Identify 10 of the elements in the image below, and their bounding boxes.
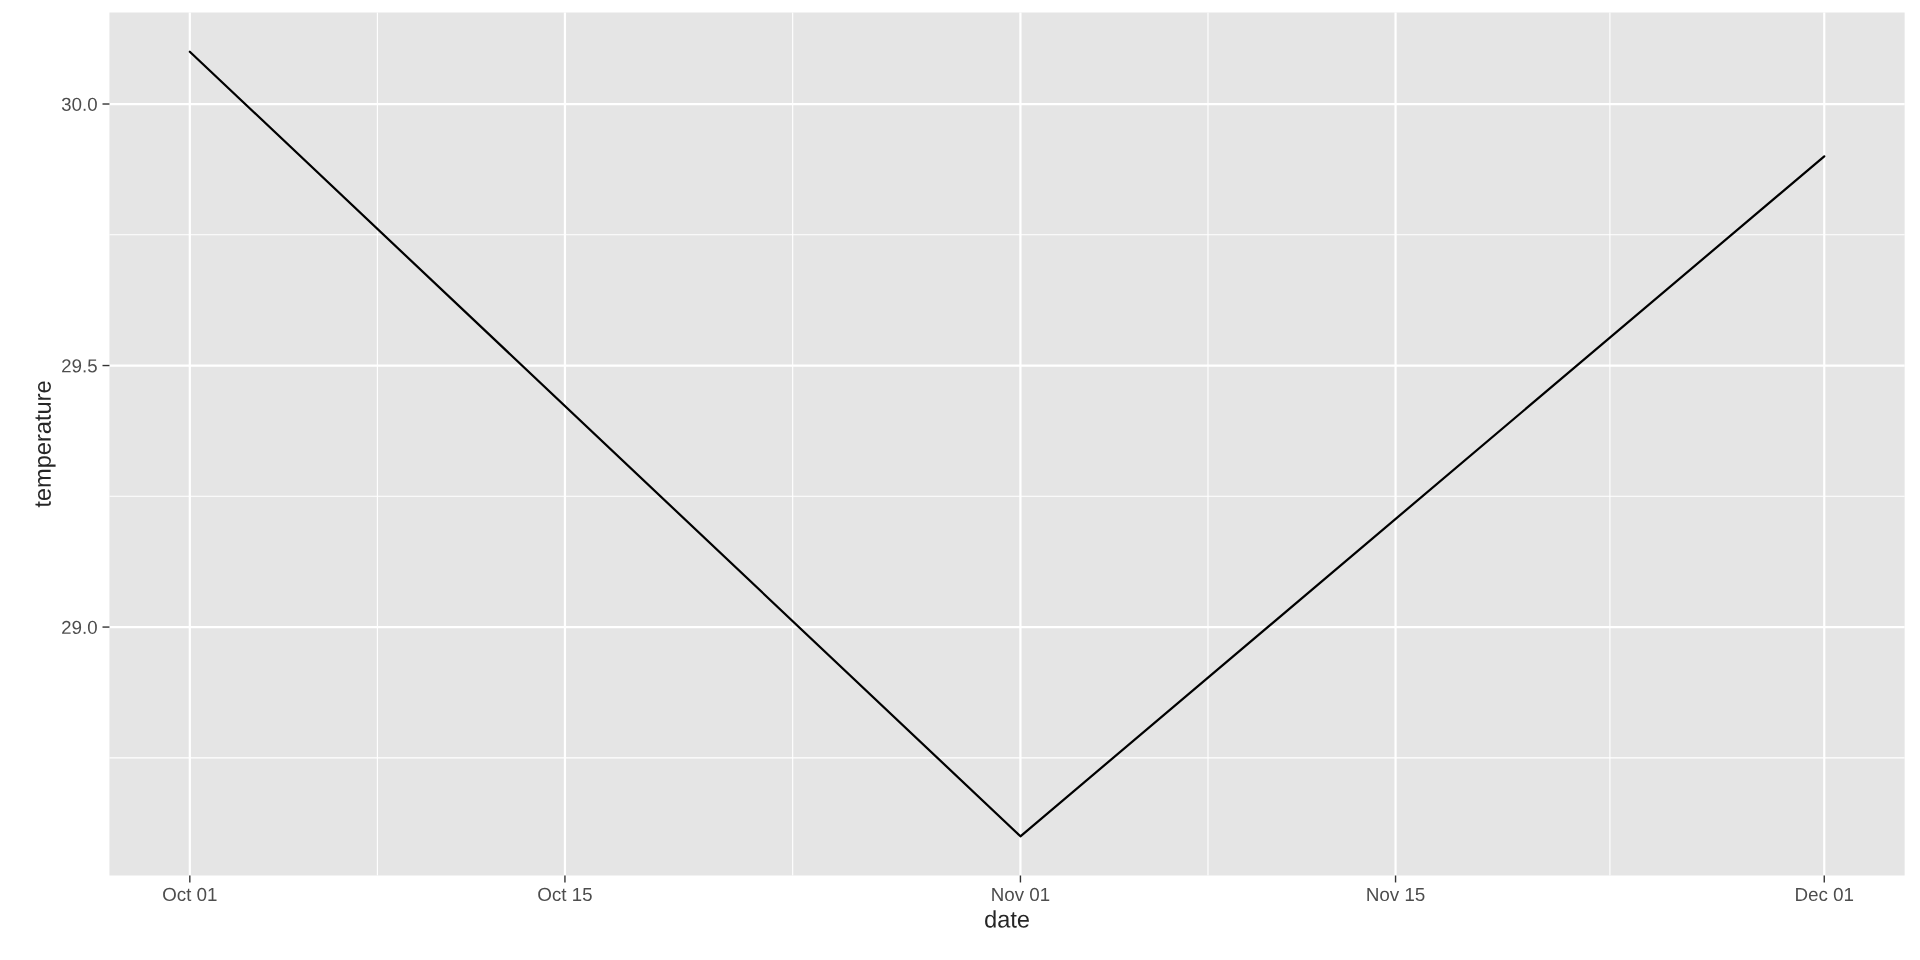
y-tick-label: 29.5 bbox=[62, 359, 97, 373]
x-tick-label: Oct 01 bbox=[163, 887, 217, 902]
x-axis-title: date bbox=[985, 910, 1029, 928]
y-tick-label: 30.0 bbox=[61, 97, 97, 111]
y-axis-title: temperature bbox=[35, 381, 56, 508]
x-tick-label: Dec 01 bbox=[1796, 887, 1854, 902]
x-tick-label: Oct 15 bbox=[538, 887, 592, 902]
x-tick-label: Nov 15 bbox=[1367, 888, 1425, 902]
x-tick-label: Nov 01 bbox=[992, 887, 1050, 902]
y-tick-label: 29.0 bbox=[62, 620, 97, 635]
